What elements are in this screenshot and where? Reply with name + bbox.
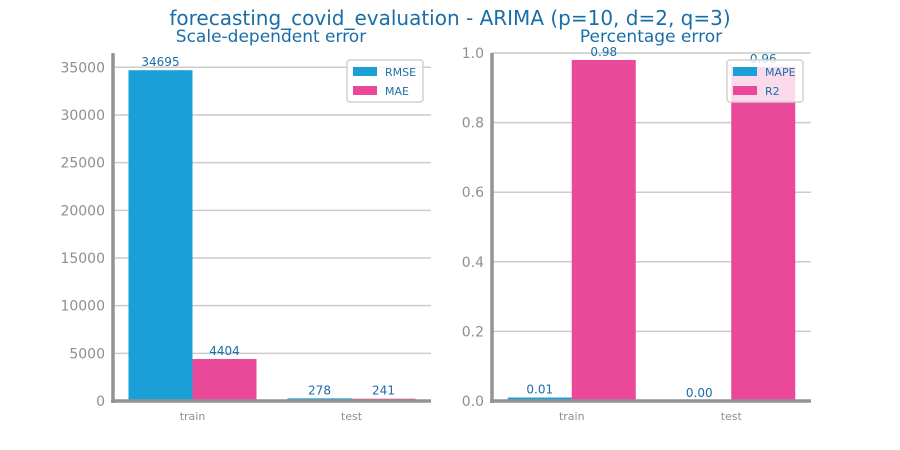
- x-tick-label: test: [721, 410, 743, 423]
- legend-swatch-mape: [733, 67, 757, 76]
- y-tick-label: 5000: [69, 346, 105, 362]
- y-tick-label: 10000: [60, 299, 105, 315]
- bar-mae-train: [192, 359, 257, 401]
- legend-label: MAE: [385, 85, 409, 98]
- y-tick-label: 30000: [60, 108, 105, 124]
- y-tick-label: 25000: [60, 156, 105, 172]
- legend: RMSE MAE: [346, 59, 424, 103]
- legend: MAPE R2: [726, 59, 804, 103]
- data-label: 278: [308, 383, 331, 397]
- subplot-title: Percentage error: [580, 27, 722, 47]
- chart-percentage-error: Percentage error 0.0 0.2 0.4 0.6 0.8 1.0 0.01 0.…: [462, 27, 811, 423]
- y-tick-label: 15000: [60, 251, 105, 267]
- y-tick-label: 0.4: [462, 255, 484, 271]
- x-tick-label: test: [341, 410, 363, 423]
- legend-swatch-mae: [353, 86, 377, 95]
- chart-scale-dependent-error: Scale-dependent error 0 5000 10000 15000 2000…: [60, 27, 431, 423]
- y-tick-label: 0.6: [462, 185, 484, 201]
- y-tick-label: 1.0: [462, 46, 484, 62]
- y-tick-label: 0.2: [462, 324, 484, 340]
- y-tick-label: 0.8: [462, 116, 484, 132]
- data-label: 241: [372, 384, 395, 398]
- y-tick-label: 0.0: [462, 394, 484, 410]
- bar-r2-test: [731, 66, 796, 402]
- bar-rmse-train: [128, 70, 193, 401]
- y-tick-label: 0: [96, 394, 105, 410]
- data-label: 4404: [209, 344, 240, 358]
- legend-swatch-rmse: [353, 67, 377, 76]
- data-label: 0.98: [590, 45, 617, 59]
- bar-r2-train: [571, 59, 636, 402]
- legend-swatch-r2: [733, 86, 757, 95]
- legend-label: MAPE: [765, 66, 796, 79]
- data-label: 0.01: [526, 383, 553, 397]
- y-tick-label: 35000: [60, 60, 105, 76]
- y-tick-label: 20000: [60, 203, 105, 219]
- data-label: 0.00: [686, 386, 713, 400]
- legend-label: RMSE: [385, 66, 416, 79]
- legend-label: R2: [765, 85, 780, 98]
- subplot-title: Scale-dependent error: [176, 27, 366, 47]
- x-tick-label: train: [180, 410, 206, 423]
- figure-title: forecasting_covid_evaluation - ARIMA (p=…: [169, 6, 730, 30]
- data-label: 34695: [141, 55, 179, 69]
- x-tick-label: train: [559, 410, 585, 423]
